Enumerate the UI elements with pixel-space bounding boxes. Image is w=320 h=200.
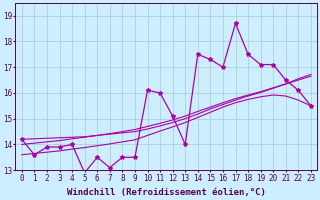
X-axis label: Windchill (Refroidissement éolien,°C): Windchill (Refroidissement éolien,°C) (67, 188, 266, 197)
